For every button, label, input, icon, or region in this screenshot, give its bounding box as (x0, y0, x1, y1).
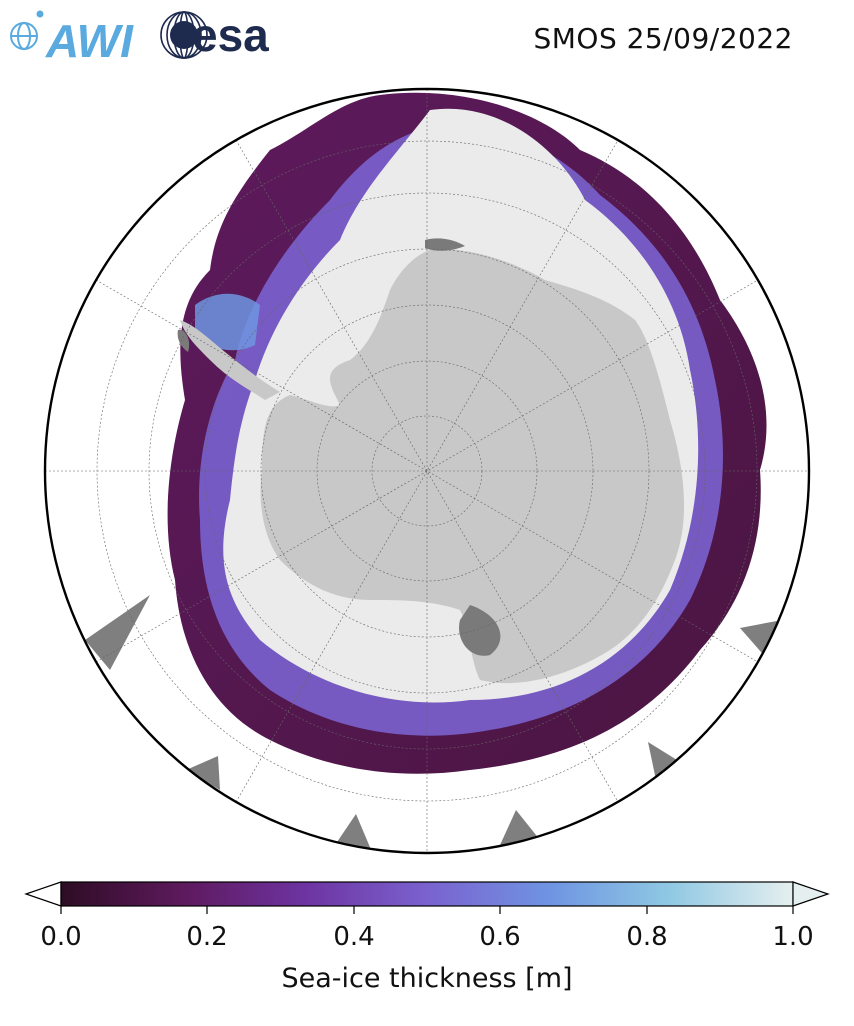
ice-shelf (177, 329, 190, 352)
blue-ice-patch (195, 293, 260, 351)
data-gap-wedge (335, 814, 372, 852)
colorbar-extend-min (24, 881, 62, 907)
colorbar-tick-label: 0.6 (479, 922, 521, 952)
awi-logo: AWI (10, 10, 134, 62)
data-gap-wedge (186, 756, 220, 790)
colorbar-extend-max (792, 881, 830, 907)
data-gap-wedge (648, 742, 685, 780)
map-boundary (43, 87, 811, 855)
data-gap-wedge (500, 810, 540, 845)
ice-shelf (425, 238, 465, 251)
ice-shelf (459, 605, 501, 656)
map-title: SMOS 25/09/2022 (533, 22, 793, 55)
colorbar-label: Sea-ice thickness [m] (281, 963, 573, 994)
antarctic-peninsula (180, 320, 280, 400)
esa-logo-text: esa (192, 9, 269, 61)
sea-ice-map (43, 87, 811, 855)
colorbar-tick-label: 0.4 (333, 922, 375, 952)
colorbar-ticks (60, 906, 794, 914)
data-gap-wedge (85, 595, 150, 670)
colorbar-tick-label: 0.8 (626, 922, 668, 952)
colorbar-tick-label: 0.2 (186, 922, 228, 952)
colorbar-tick-label: 0.0 (40, 922, 82, 952)
antarctica-land (260, 249, 685, 684)
colorbar-gradient (60, 881, 794, 907)
graticule (45, 89, 809, 853)
colorbar-tick-label: 1.0 (772, 922, 814, 952)
awi-logo-text: AWI (45, 15, 134, 62)
esa-logo: esa (160, 9, 269, 61)
